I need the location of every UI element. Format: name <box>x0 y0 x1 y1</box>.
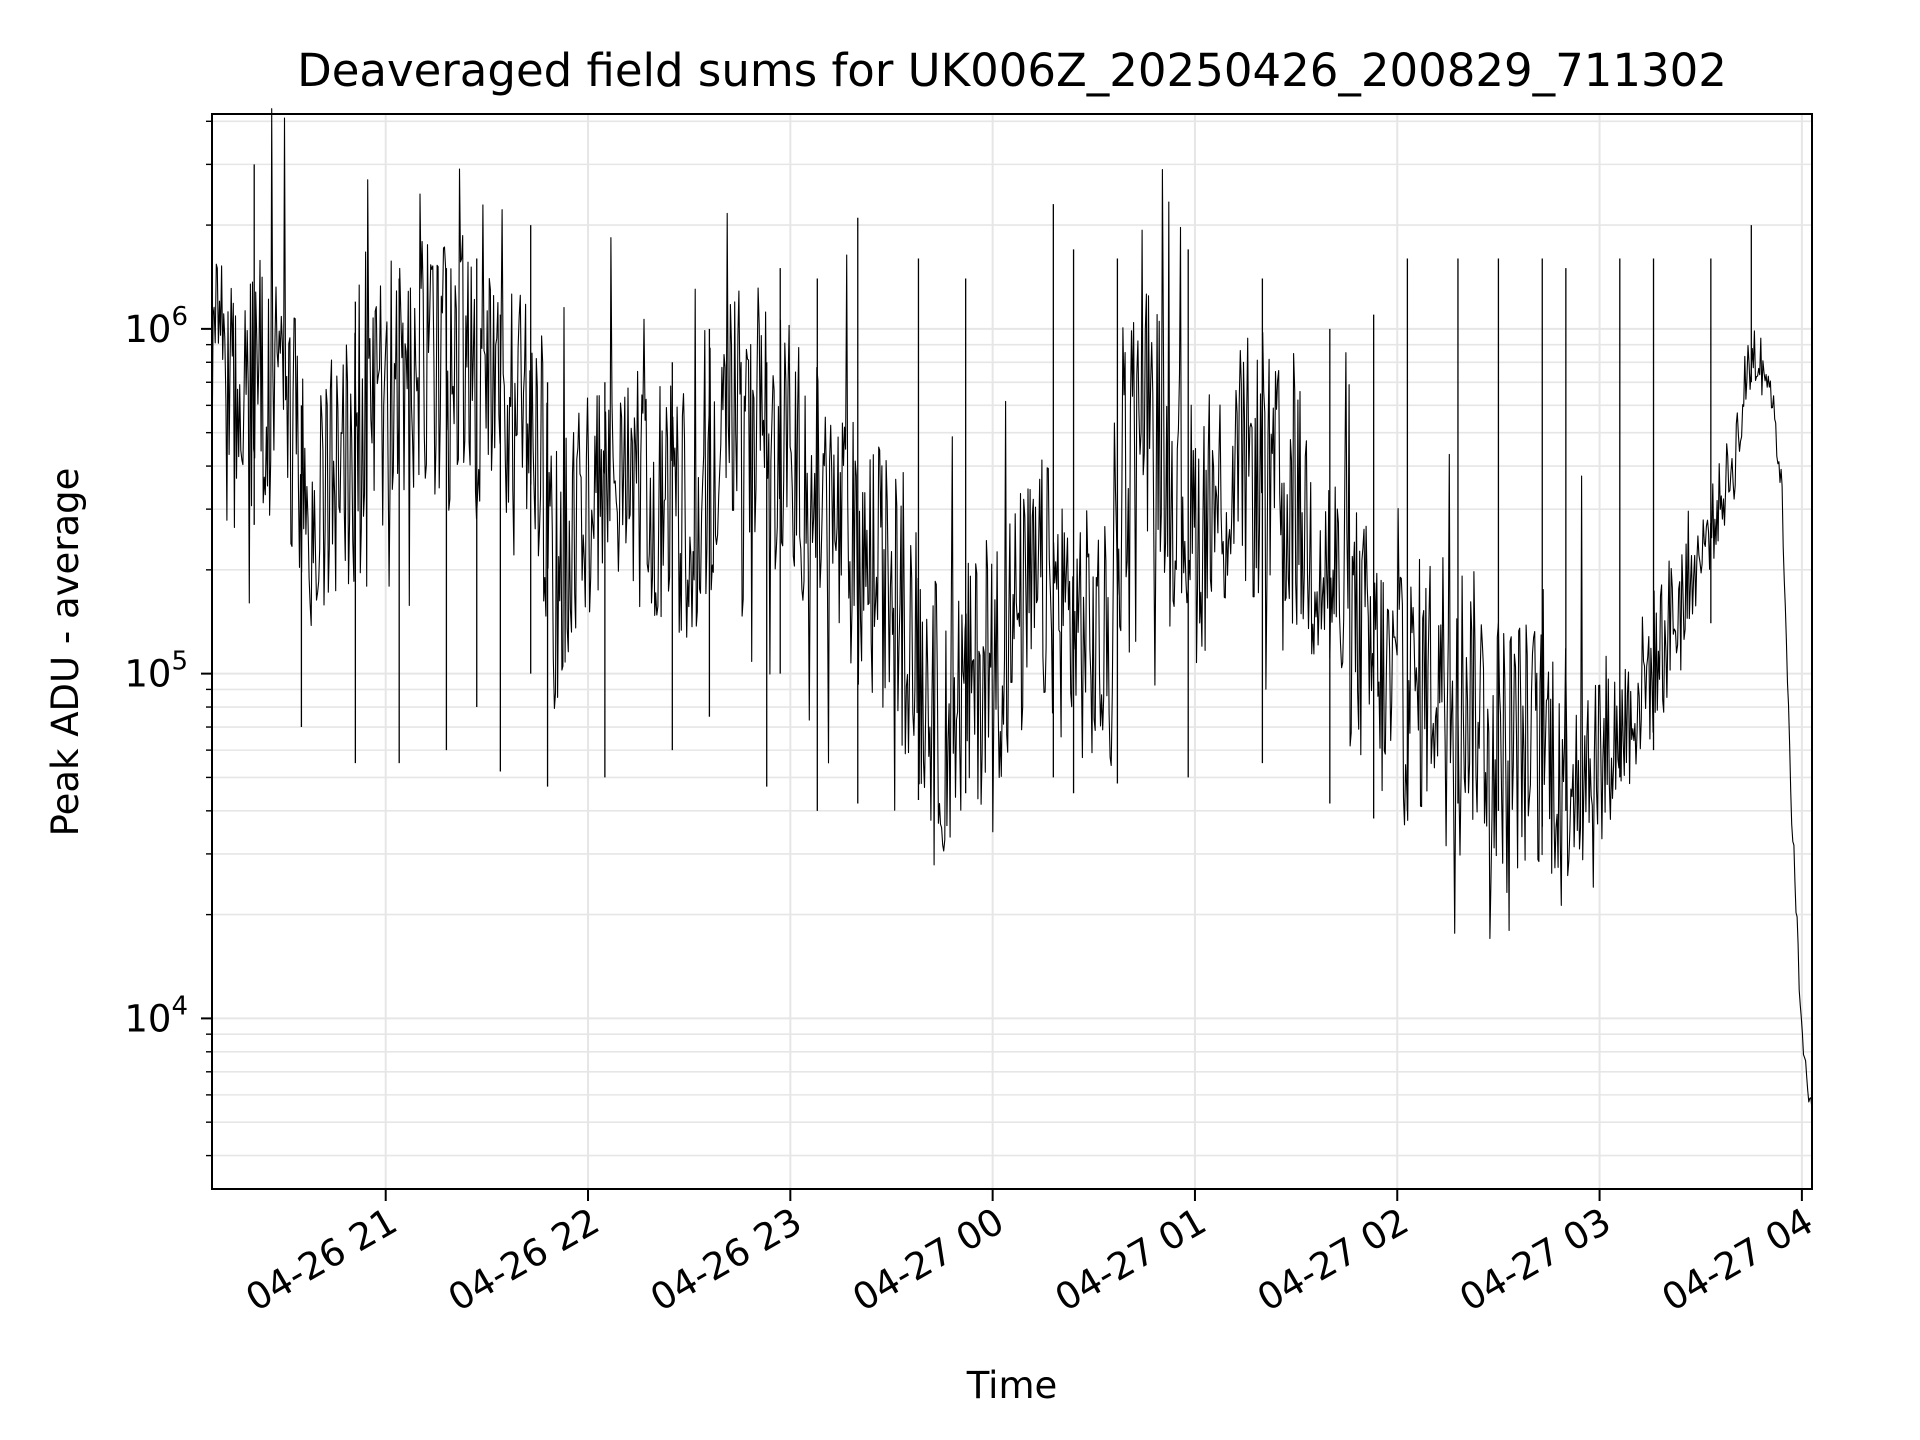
grid-lines <box>212 114 1812 1189</box>
series-line <box>211 108 1813 1111</box>
plot-area-frame <box>211 113 1813 1190</box>
y-axis-label: Peak ADU - average <box>44 468 87 837</box>
x-axis-label: Time <box>966 1364 1058 1407</box>
series-trace <box>211 108 1813 1111</box>
y-tick-label: 105 <box>124 647 188 696</box>
y-tick-label: 106 <box>124 302 188 351</box>
chart-title: Deaveraged field sums for UK006Z_2025042… <box>297 44 1727 97</box>
y-tick-label: 104 <box>124 991 188 1040</box>
